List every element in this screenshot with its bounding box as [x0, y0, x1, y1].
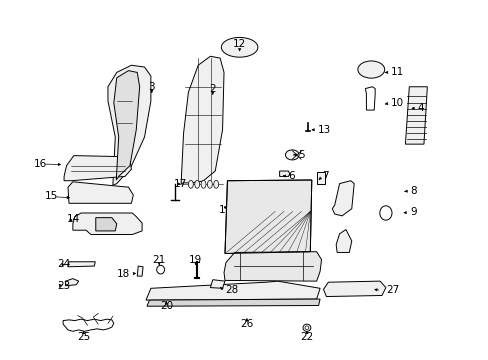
Polygon shape: [316, 172, 325, 184]
Text: 19: 19: [189, 255, 202, 265]
Polygon shape: [68, 182, 133, 203]
Text: 16: 16: [34, 159, 47, 169]
Polygon shape: [405, 87, 427, 144]
Text: 2: 2: [209, 84, 216, 94]
Polygon shape: [181, 56, 224, 184]
Polygon shape: [68, 262, 95, 267]
Polygon shape: [331, 181, 353, 216]
Polygon shape: [210, 280, 224, 288]
Polygon shape: [323, 281, 385, 297]
Polygon shape: [146, 281, 320, 300]
Polygon shape: [114, 71, 140, 180]
Text: 27: 27: [385, 285, 398, 296]
Polygon shape: [64, 156, 131, 181]
Text: 18: 18: [117, 269, 130, 279]
Text: 23: 23: [57, 281, 70, 291]
Polygon shape: [96, 218, 117, 231]
Ellipse shape: [285, 150, 299, 160]
Ellipse shape: [194, 180, 199, 188]
Ellipse shape: [357, 61, 384, 78]
Text: 24: 24: [57, 259, 70, 269]
Text: 20: 20: [160, 301, 173, 311]
Ellipse shape: [201, 180, 205, 188]
Text: 7: 7: [322, 171, 328, 181]
Text: 14: 14: [66, 215, 80, 224]
Polygon shape: [137, 266, 143, 276]
Text: 28: 28: [224, 285, 238, 296]
Polygon shape: [224, 252, 321, 281]
Polygon shape: [279, 171, 290, 176]
Text: 13: 13: [317, 125, 330, 135]
Text: 5: 5: [298, 150, 304, 160]
Text: 4: 4: [417, 103, 424, 113]
Text: 3: 3: [148, 82, 155, 92]
Text: 21: 21: [152, 255, 165, 265]
Ellipse shape: [221, 37, 257, 57]
Text: 6: 6: [288, 171, 294, 181]
Ellipse shape: [213, 180, 218, 188]
Text: 10: 10: [390, 98, 403, 108]
Polygon shape: [224, 180, 311, 253]
Text: 11: 11: [390, 67, 403, 77]
Text: 9: 9: [409, 207, 416, 217]
Polygon shape: [335, 229, 351, 252]
Polygon shape: [108, 65, 151, 185]
Ellipse shape: [188, 180, 193, 188]
Polygon shape: [65, 279, 79, 286]
Text: 22: 22: [300, 332, 313, 342]
Text: 26: 26: [240, 319, 253, 329]
Polygon shape: [73, 213, 142, 234]
Text: 8: 8: [409, 186, 416, 196]
Text: 15: 15: [44, 191, 58, 201]
Text: 17: 17: [173, 179, 187, 189]
Polygon shape: [147, 299, 320, 306]
Text: 25: 25: [77, 332, 90, 342]
Ellipse shape: [207, 180, 212, 188]
Text: 12: 12: [232, 39, 246, 49]
Text: 1: 1: [219, 206, 225, 216]
